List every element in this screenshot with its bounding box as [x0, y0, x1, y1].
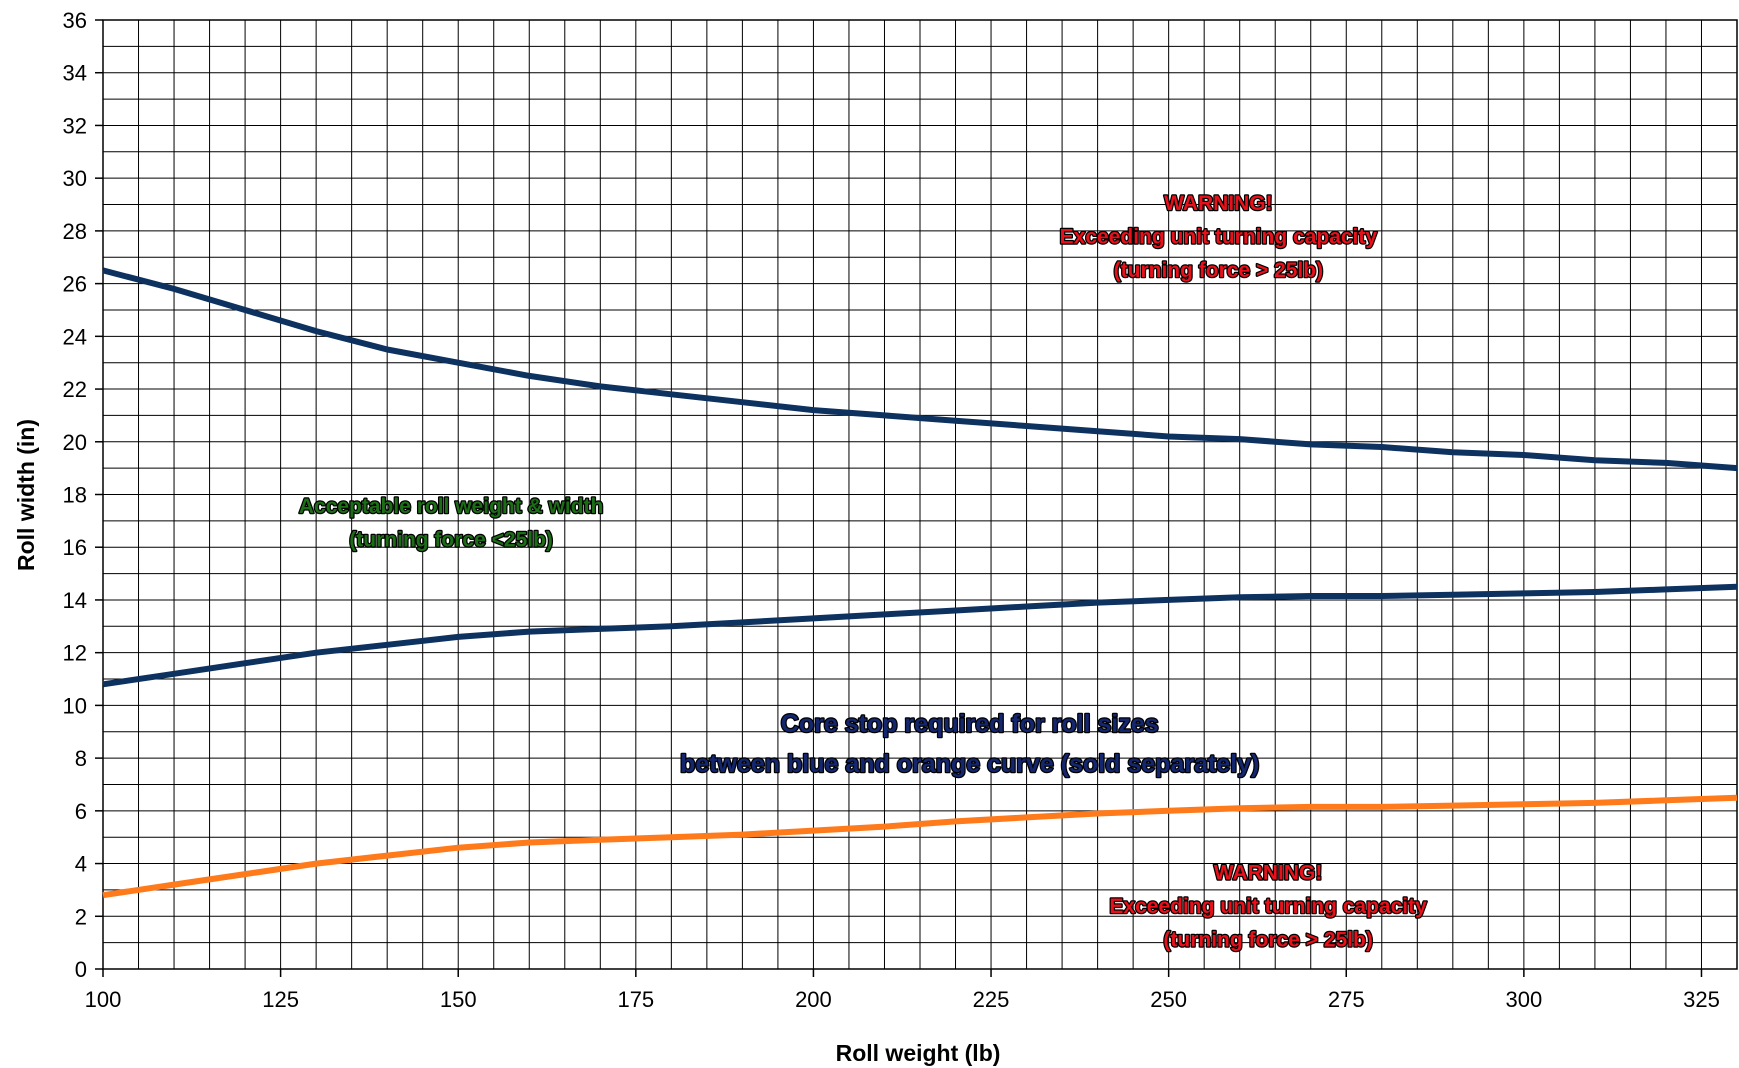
- y-tick-label: 16: [63, 535, 87, 560]
- series-line-orange: [102, 794, 1738, 899]
- annotation-line: Acceptable roll weight & width: [299, 495, 604, 518]
- y-tick-label: 20: [63, 430, 87, 455]
- y-tick-label: 2: [75, 904, 87, 929]
- x-tick-label: 100: [85, 987, 122, 1012]
- annotation-line: Exceeding unit turning capacity: [1060, 225, 1378, 248]
- y-axis-title: Roll width (in): [13, 419, 39, 571]
- y-tick-label: 8: [75, 746, 87, 771]
- y-tick-label: 0: [75, 957, 87, 982]
- y-tick-label: 4: [75, 852, 87, 877]
- y-tick-label: 14: [63, 588, 87, 613]
- annotation-line: (turning force > 25lb): [1163, 929, 1372, 952]
- annotations: WARNING! Exceeding unit turning capacity (…: [298, 191, 1429, 953]
- annotation-line: (turning force > 25lb): [1114, 259, 1323, 282]
- annotation-warn-top: WARNING! Exceeding unit turning capacity (…: [1060, 192, 1378, 282]
- y-tick-label: 24: [63, 324, 87, 349]
- x-tick-labels: 100 125 150 175 200 225 250 275 300 325: [85, 987, 1720, 1012]
- y-tick-label: 18: [63, 483, 87, 508]
- y-tick-label: 36: [63, 8, 87, 33]
- x-tick-label: 325: [1683, 987, 1720, 1012]
- annotation-line: Core stop required for roll sizes: [781, 710, 1159, 738]
- annotation-line: WARNING!: [1214, 861, 1323, 884]
- x-tick-label: 175: [617, 987, 654, 1012]
- annotation-warn-bottom: WARNING! Exceeding unit turning capacity (…: [1109, 861, 1427, 951]
- y-tick-label: 26: [63, 272, 87, 297]
- x-tick-label: 275: [1328, 987, 1365, 1012]
- series-line-upper-blue: [102, 267, 1738, 472]
- y-tick-label: 32: [63, 113, 87, 138]
- annotation-ok-region: Acceptable roll weight & width (turning f…: [299, 495, 604, 552]
- x-tick-label: 300: [1506, 987, 1543, 1012]
- plot-frame: [95, 19, 1738, 977]
- y-tick-label: 22: [63, 377, 87, 402]
- y-tick-label: 10: [63, 693, 87, 718]
- series-line-lower-blue: [102, 583, 1738, 688]
- x-tick-label: 200: [795, 987, 832, 1012]
- annotation-core-stop: Core stop required for roll sizes between…: [680, 710, 1259, 778]
- annotation-line: Exceeding unit turning capacity: [1109, 895, 1427, 918]
- y-tick-label: 28: [63, 219, 87, 244]
- x-tick-label: 225: [973, 987, 1010, 1012]
- y-tick-label: 12: [63, 641, 87, 666]
- annotation-line: WARNING!: [1164, 192, 1273, 215]
- series-lines: [102, 267, 1738, 899]
- x-tick-label: 250: [1150, 987, 1187, 1012]
- x-axis-title: Roll weight (lb): [836, 1040, 1001, 1066]
- y-tick-label: 30: [63, 166, 87, 191]
- annotation-line: between blue and orange curve (sold sepa…: [680, 750, 1259, 778]
- y-tick-label: 34: [63, 61, 87, 86]
- x-tick-label: 150: [440, 987, 477, 1012]
- y-tick-label: 6: [75, 799, 87, 824]
- x-tick-label: 125: [262, 987, 299, 1012]
- annotation-line: (turning force <25lb): [349, 529, 553, 552]
